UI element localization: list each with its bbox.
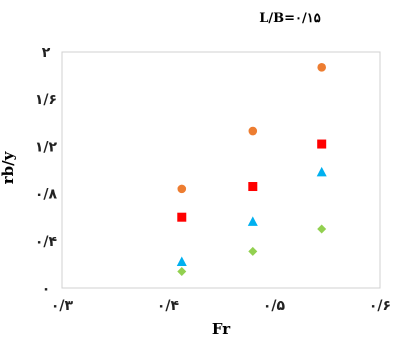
- x-axis-title: Fr: [212, 320, 231, 338]
- square-point: [317, 139, 327, 149]
- square-point: [177, 212, 187, 222]
- y-tick-label: ۱/۶: [35, 92, 57, 108]
- x-tick-label: ۰/۳: [51, 298, 74, 314]
- y-tick-label: ۰/۴: [35, 234, 58, 250]
- triangle-point: [247, 216, 258, 226]
- diamond-point: [248, 246, 258, 256]
- x-tick-label: ۰/۵: [263, 298, 286, 314]
- y-tick-label: ۱/۲: [35, 139, 58, 155]
- y-tick-label: ۰/۸: [35, 187, 58, 203]
- circle-point: [317, 63, 327, 72]
- x-axis-ticks: ۰/۳ ۰/۴ ۰/۵ ۰/۶: [51, 298, 391, 314]
- x-tick-label: ۰/۴: [157, 298, 180, 314]
- circle-point: [248, 126, 258, 136]
- triangle-point: [176, 256, 187, 267]
- diamond-point: [177, 266, 187, 276]
- chart-title: L/B=۰/۱۵: [259, 11, 320, 26]
- y-axis-title: rb/y: [0, 150, 17, 184]
- y-tick-label: ۲: [42, 45, 51, 61]
- plot-area-frame: [61, 51, 381, 289]
- y-axis-ticks: ۰ ۰/۴ ۰/۸ ۱/۲ ۱/۶ ۲: [35, 45, 58, 297]
- data-points: [176, 63, 327, 276]
- y-tick-label: ۰: [42, 281, 51, 297]
- circle-point: [177, 184, 187, 194]
- x-tick-label: ۰/۶: [369, 298, 391, 314]
- triangle-point: [316, 166, 327, 177]
- square-point: [248, 182, 258, 192]
- diamond-point: [317, 224, 327, 234]
